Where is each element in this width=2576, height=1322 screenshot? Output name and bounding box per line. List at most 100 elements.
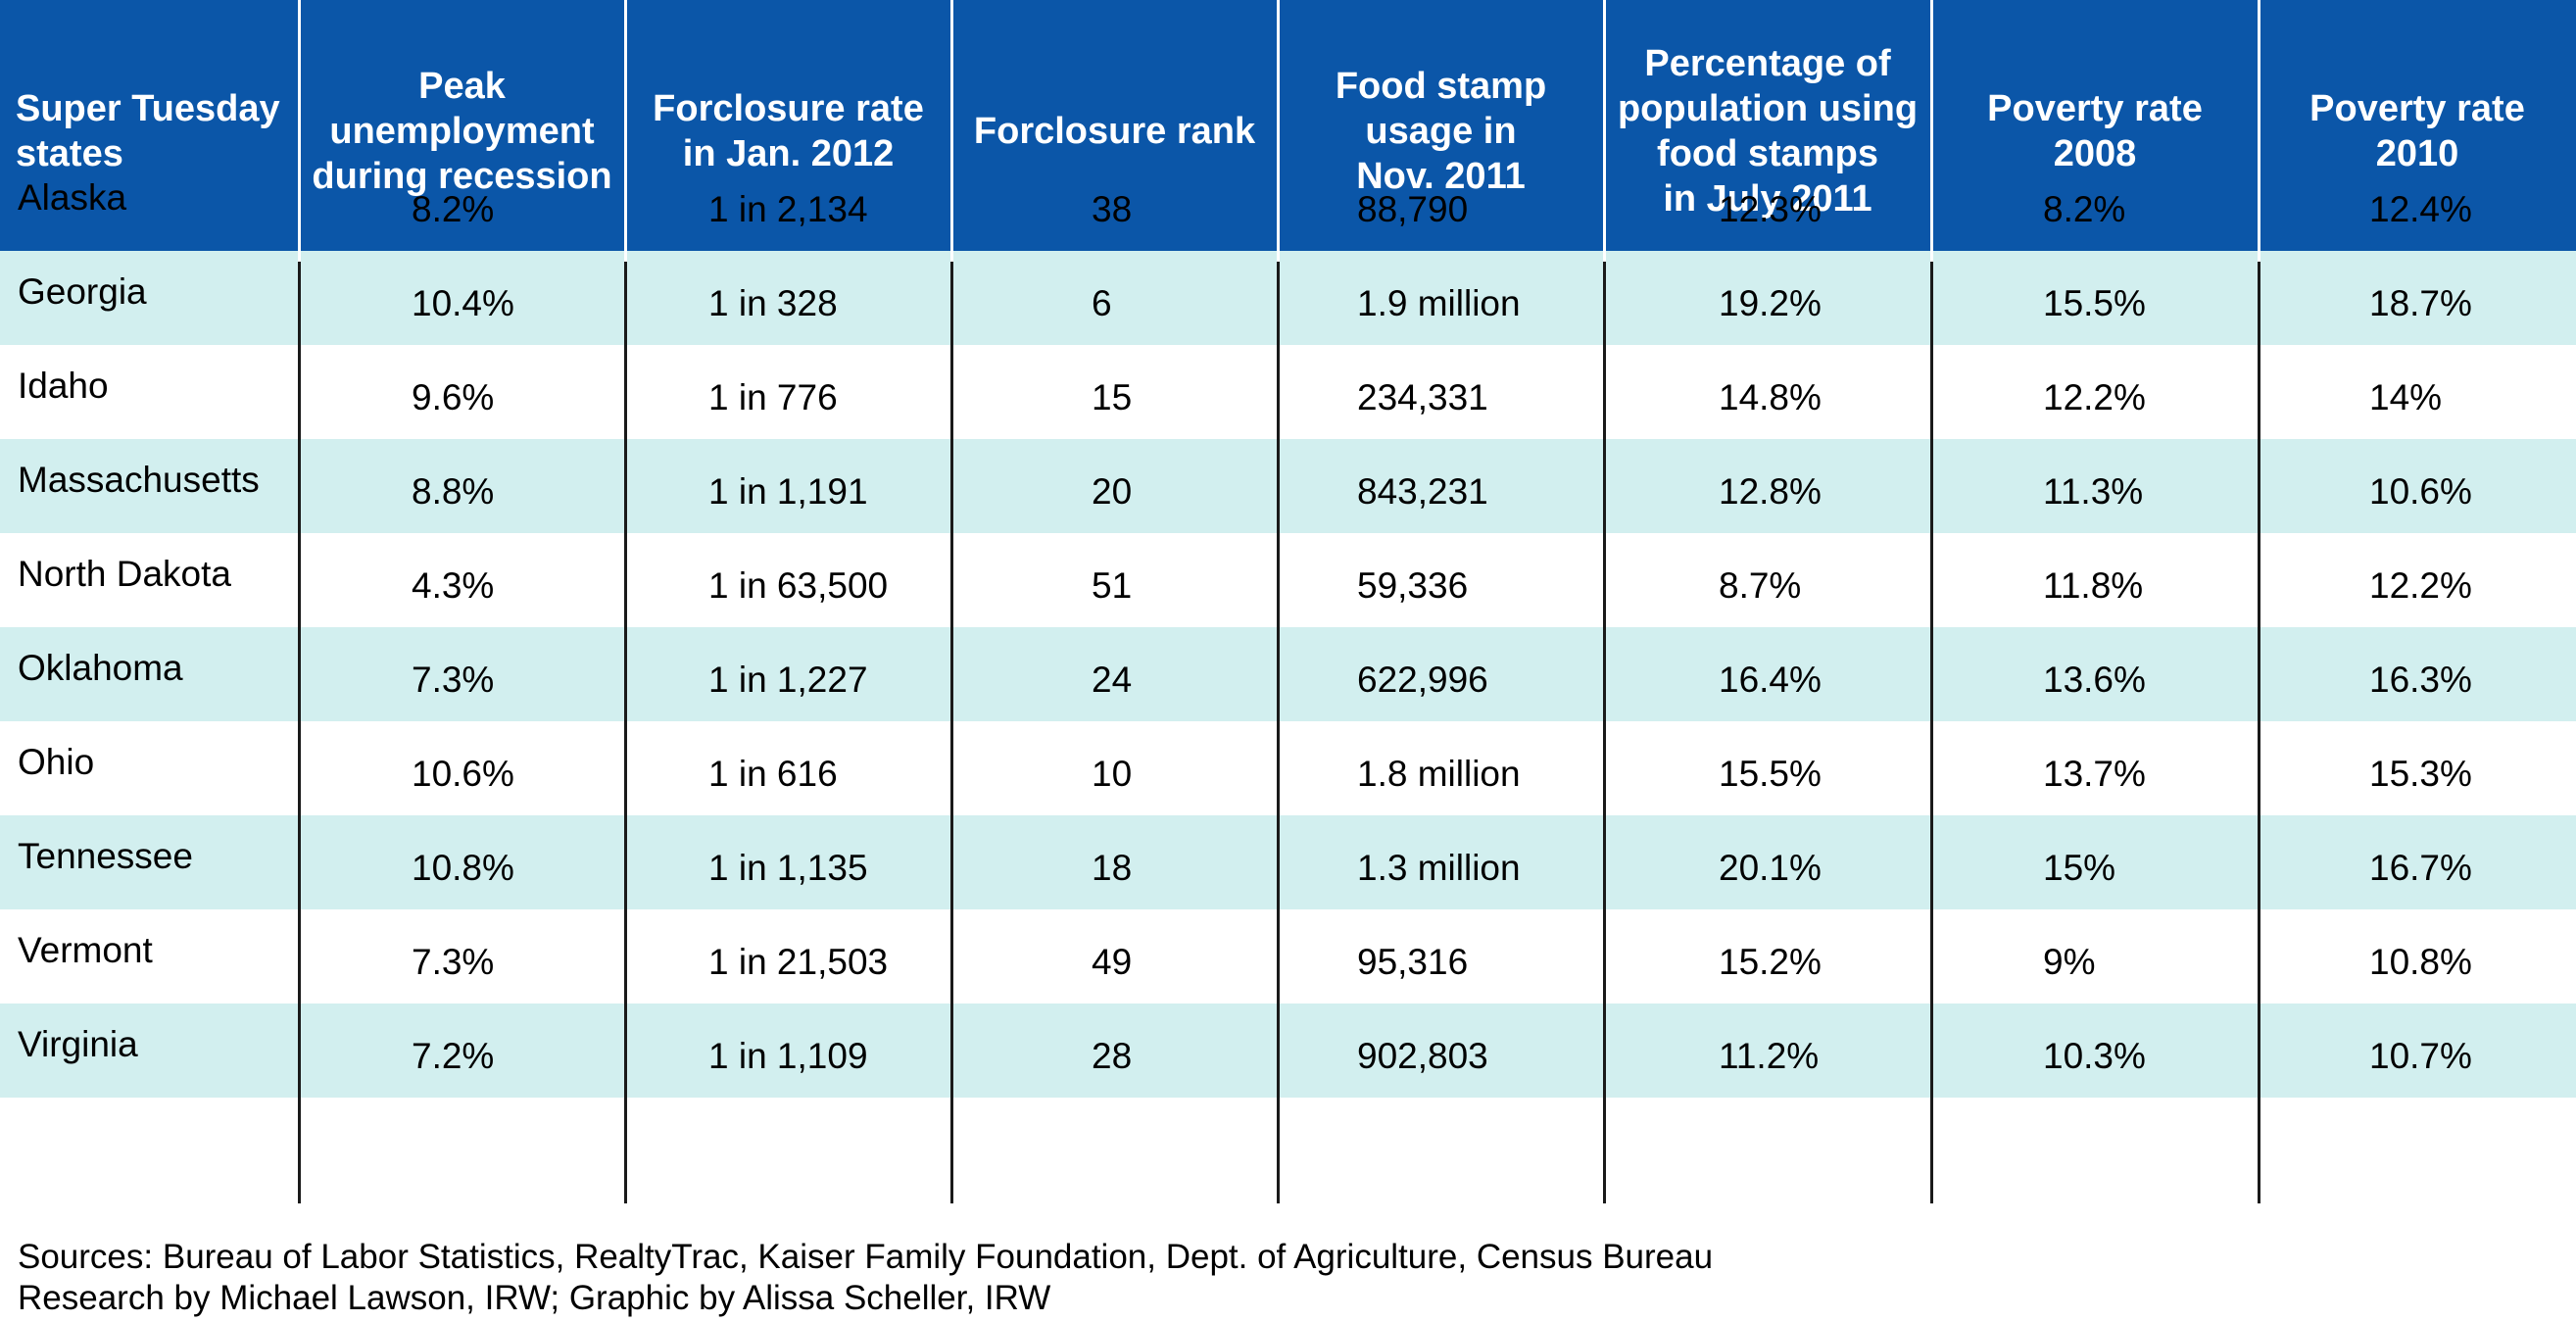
foreclosure-rank-value: 51 [1092, 565, 1133, 606]
header-state-col: Super Tuesday states [0, 0, 299, 262]
table-row: Tennessee 10.8% 1 in 1,135 18 1.3 million 20.… [0, 815, 2576, 909]
header-column-divider [298, 0, 301, 262]
peak-unemployment-value: 10.4% [412, 283, 514, 323]
foreclosure-rank-value: 6 [1092, 283, 1112, 323]
state-name: Georgia [18, 271, 147, 312]
poverty-2010-value: 15.3% [2369, 754, 2472, 794]
foreclosure-rate-value: 1 in 1,227 [708, 660, 868, 700]
sources-note: Sources: Bureau of Labor Statistics, Rea… [18, 1238, 1714, 1276]
poverty-2008-value: 10.3% [2043, 1036, 2146, 1076]
poverty-2008-value: 15% [2043, 848, 2116, 888]
poverty-2008-value: 11.8% [2043, 565, 2144, 606]
poverty-2010-value: 16.7% [2369, 848, 2472, 888]
poverty-2008-value: 13.7% [2043, 754, 2146, 794]
poverty-2008-value: 13.6% [2043, 660, 2146, 700]
header-foreclosure-rank-col: Forclosure rank [951, 0, 1278, 262]
table-row: Ohio 10.6% 1 in 616 10 1.8 million 15.5% 13.7%… [0, 721, 2576, 815]
poverty-2008-value: 15.5% [2043, 283, 2146, 323]
column-divider [1930, 0, 1933, 1203]
food-stamp-pct-value: 19.2% [1719, 283, 1822, 323]
header-poverty-2008-col: Poverty rate 2008 [1931, 0, 2259, 262]
table-footer: Sources: Bureau of Labor Statistics, Rea… [18, 1237, 1713, 1319]
header-label: Percentage of population using food stam… [1617, 42, 1919, 220]
header-column-divider [1603, 0, 1606, 262]
food-stamp-usage-value: 1.9 million [1357, 283, 1521, 323]
foreclosure-rate-value: 1 in 1,135 [708, 848, 868, 888]
header-food-stamp-usage-col: Food stamp usage in Nov. 2011 [1278, 0, 1604, 262]
table-row: Oklahoma 7.3% 1 in 1,227 24 622,996 16.4% 13.6… [0, 627, 2576, 721]
food-stamp-pct-value: 12.3% [1719, 189, 1822, 229]
food-stamp-pct-value: 12.8% [1719, 471, 1822, 512]
table-row: Massachusetts 8.8% 1 in 1,191 20 843,231 12.8… [0, 439, 2576, 533]
state-name: Vermont [18, 930, 153, 970]
header-label: Poverty rate 2008 [1987, 87, 2203, 174]
food-stamp-usage-value: 1.3 million [1357, 848, 1521, 888]
foreclosure-rate-value: 1 in 328 [708, 283, 838, 323]
header-label: Super Tuesday states [16, 87, 280, 174]
table-row: North Dakota 4.3% 1 in 63,500 51 59,336 8.7% 1… [0, 533, 2576, 627]
column-divider [950, 0, 953, 1203]
peak-unemployment-value: 7.3% [412, 660, 495, 700]
foreclosure-rank-value: 15 [1092, 377, 1133, 417]
food-stamp-usage-value: 1.8 million [1357, 754, 1521, 794]
foreclosure-rate-value: 1 in 1,191 [708, 471, 868, 512]
poverty-2010-value: 12.2% [2369, 565, 2472, 606]
food-stamp-pct-value: 15.2% [1719, 942, 1822, 982]
food-stamp-pct-value: 16.4% [1719, 660, 1822, 700]
foreclosure-rank-value: 10 [1092, 754, 1133, 794]
foreclosure-rate-value: 1 in 2,134 [708, 189, 868, 229]
state-name: North Dakota [18, 554, 231, 594]
column-divider [298, 0, 301, 1203]
header-column-divider [624, 0, 627, 262]
credits-note: Research by Michael Lawson, IRW; Graphic… [18, 1279, 1051, 1317]
state-name: Virginia [18, 1024, 138, 1064]
foreclosure-rank-value: 24 [1092, 660, 1133, 700]
food-stamp-usage-value: 843,231 [1357, 471, 1488, 512]
peak-unemployment-value: 8.8% [412, 471, 495, 512]
peak-unemployment-value: 4.3% [412, 565, 495, 606]
header-food-stamp-pct-col: Percentage of population using food stam… [1604, 0, 1931, 262]
poverty-2010-value: 18.7% [2369, 283, 2472, 323]
header-foreclosure-rate-col: Forclosure rate in Jan. 2012 [625, 0, 951, 262]
foreclosure-rate-value: 1 in 21,503 [708, 942, 889, 982]
peak-unemployment-value: 10.6% [412, 754, 514, 794]
food-stamp-pct-value: 11.2% [1719, 1036, 1820, 1076]
column-divider [624, 0, 627, 1203]
foreclosure-rank-value: 49 [1092, 942, 1133, 982]
foreclosure-rank-value: 20 [1092, 471, 1133, 512]
food-stamp-pct-value: 15.5% [1719, 754, 1822, 794]
foreclosure-rank-value: 18 [1092, 848, 1133, 888]
foreclosure-rate-value: 1 in 1,109 [708, 1036, 868, 1076]
state-name: Tennessee [18, 836, 193, 876]
food-stamp-usage-value: 234,331 [1357, 377, 1488, 417]
food-stamp-usage-value: 59,336 [1357, 565, 1469, 606]
poverty-2010-value: 14% [2369, 377, 2443, 417]
header-column-divider [1277, 0, 1280, 262]
column-divider [2258, 0, 2260, 1203]
table-row: Vermont 7.3% 1 in 21,503 49 95,316 15.2% 9% 10.… [0, 909, 2576, 1004]
state-name: Idaho [18, 366, 109, 406]
poverty-2010-value: 16.3% [2369, 660, 2472, 700]
poverty-2010-value: 10.6% [2369, 471, 2472, 512]
foreclosure-rate-value: 1 in 776 [708, 377, 838, 417]
food-stamp-usage-value: 95,316 [1357, 942, 1469, 982]
foreclosure-rank-value: 28 [1092, 1036, 1133, 1076]
header-peak-unemployment-col: Peak unemployment during recession [299, 0, 625, 262]
table-row: Alaska 8.2% 1 in 2,134 38 88,790 12.3% 8.2% 12.… [0, 157, 2576, 251]
poverty-2010-value: 10.8% [2369, 942, 2472, 982]
header-label: Forclosure rank [973, 110, 1256, 152]
state-name: Oklahoma [18, 648, 183, 688]
poverty-2008-value: 12.2% [2043, 377, 2146, 417]
state-name: Massachusetts [18, 460, 260, 500]
column-divider [1603, 0, 1606, 1203]
peak-unemployment-value: 10.8% [412, 848, 514, 888]
poverty-2008-value: 11.3% [2043, 471, 2144, 512]
foreclosure-rate-value: 1 in 63,500 [708, 565, 889, 606]
food-stamp-pct-value: 8.7% [1719, 565, 1802, 606]
data-table: Super Tuesday states Peak unemployment du… [0, 0, 2576, 1203]
peak-unemployment-value: 7.2% [412, 1036, 495, 1076]
poverty-2008-value: 8.2% [2043, 189, 2126, 229]
header-column-divider [950, 0, 953, 262]
header-column-divider [1930, 0, 1933, 262]
poverty-2008-value: 9% [2043, 942, 2096, 982]
